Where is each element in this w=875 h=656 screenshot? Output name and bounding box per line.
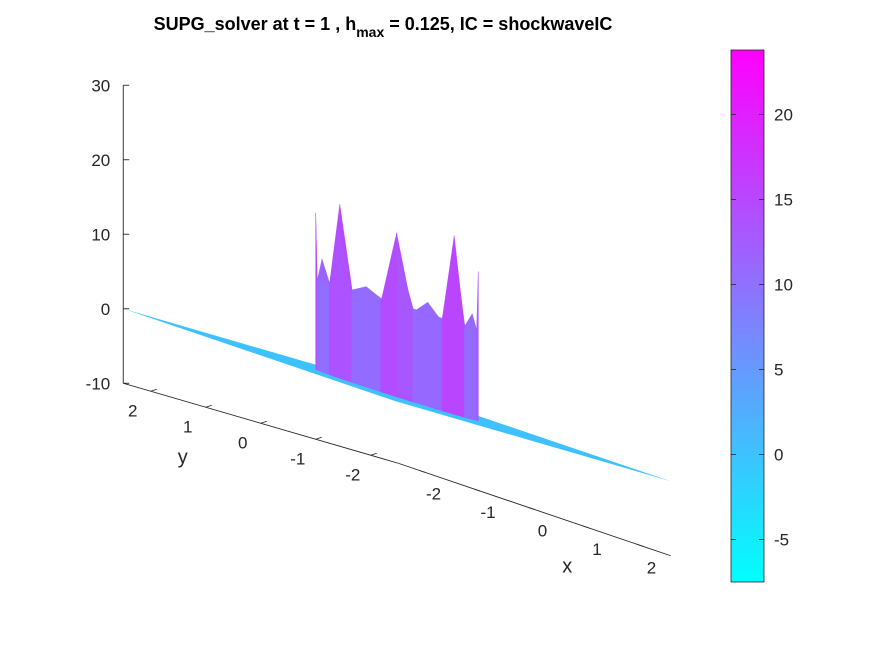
surface-ring-panel: [476, 271, 479, 421]
y-tick-label: 0: [238, 433, 247, 452]
z-tick-label: 10: [91, 225, 110, 244]
title-prefix: SUPG_solver at t = 1 , h: [154, 14, 357, 34]
surface-ring-panel: [471, 322, 477, 421]
surface-ring-panel: [397, 251, 414, 399]
colorbar-tick-label: -5: [774, 531, 789, 550]
surface-ring-panel: [412, 301, 428, 407]
colorbar-tick-label: 0: [774, 446, 783, 465]
x-tick-label: -1: [480, 503, 495, 522]
z-tick-label: 20: [91, 151, 110, 170]
x-tick-mark: [473, 488, 481, 492]
x-axis-label: x: [562, 556, 572, 578]
x-tick-label: 1: [592, 540, 601, 559]
x-tick-label: 2: [647, 559, 656, 578]
x-tick-mark: [637, 544, 644, 547]
surface-ring-panel: [365, 289, 381, 393]
colorbar-tick-label: 10: [774, 276, 793, 295]
y-axis-label: y: [178, 447, 188, 469]
colorbar-gradient: [730, 49, 765, 583]
z-tick-label: 0: [101, 300, 110, 319]
x-tick-mark: [419, 470, 426, 473]
colorbar: -5 0 5 10 15 20: [730, 49, 793, 583]
surface-ring-panel: [441, 235, 455, 415]
y-tick-label: 1: [183, 417, 192, 436]
y-tick-label: 2: [128, 401, 137, 420]
y-tick-mark: [370, 452, 377, 456]
colorbar-tick-label: 20: [774, 106, 793, 125]
z-tick-label: -10: [86, 374, 111, 393]
colorbar-tick-label: 15: [774, 191, 793, 210]
z-tick-label: 30: [91, 76, 110, 95]
y-tick-mark: [315, 436, 322, 440]
surface-ring-panel: [351, 289, 366, 388]
surface-ring-panel: [321, 282, 330, 376]
y-tick-label: -2: [345, 465, 360, 484]
y-tick-mark: [260, 420, 267, 424]
chart-title: SUPG_solver at t = 1 , hmax = 0.125, IC …: [154, 14, 613, 40]
y-tick-mark: [150, 388, 157, 392]
x-tick-mark: [528, 507, 535, 510]
surface-ring-panel: [380, 232, 397, 398]
x-tick-label: 0: [538, 522, 547, 541]
title-suffix: = 0.125, IC = shockwaveIC: [384, 14, 612, 34]
y-tick-label: -1: [290, 449, 305, 468]
surface-ring-panel: [454, 235, 465, 418]
surface-ring-panel: [316, 280, 322, 373]
surface: [123, 204, 671, 482]
colorbar-tick-label: 5: [774, 361, 783, 380]
surface-ring-panel: [464, 322, 473, 420]
y-tick-mark: [205, 404, 212, 408]
x-tick-label: -2: [426, 485, 441, 504]
title-subscript: max: [356, 24, 384, 40]
surface-ring-panel: [427, 301, 443, 412]
x-tick-mark: [582, 525, 590, 529]
